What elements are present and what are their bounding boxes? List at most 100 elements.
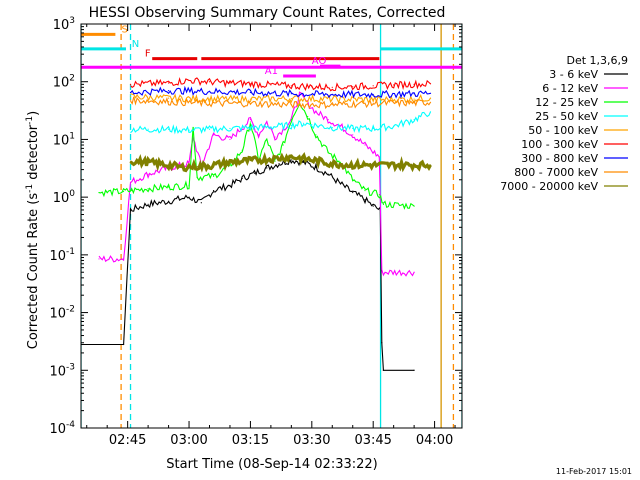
data-point-3-26	[382, 203, 385, 205]
series-line-4	[130, 111, 432, 135]
chart-title: HESSI Observing Summary Count Rates, Cor…	[89, 5, 446, 21]
data-point-2-4	[147, 173, 149, 175]
series-3	[98, 101, 415, 210]
data-point-7-3	[208, 90, 211, 92]
data-point-3-19	[307, 115, 309, 118]
y-label-sup-1: -1	[25, 184, 35, 193]
y-axis-label: Corrected Count Rate (s-1 detector-1)	[25, 111, 41, 349]
data-point-2-1	[98, 258, 100, 260]
data-point-1-25	[413, 369, 415, 371]
data-point-1-12	[266, 167, 268, 169]
data-point-1-13	[278, 163, 280, 165]
y-tick-label-6: 101	[53, 131, 75, 148]
y-tick-label-8: 103	[53, 16, 75, 33]
data-point-8-7	[372, 102, 374, 105]
data-point-1-10	[241, 177, 243, 180]
data-point-1-8	[212, 189, 215, 192]
y-tick-label-4: 10-1	[49, 247, 75, 264]
data-point-4-12	[331, 127, 333, 129]
series-line-1	[81, 158, 415, 371]
legend-label-7: 300 - 800 keV	[521, 152, 598, 165]
data-point-7-8	[413, 93, 415, 95]
data-point-8-2	[167, 101, 170, 103]
data-point-3-10	[229, 165, 231, 167]
data-point-9-15	[393, 164, 395, 166]
flag-label-6: A1	[265, 66, 278, 77]
data-point-3-9	[212, 175, 215, 177]
data-point-8-1	[129, 99, 132, 101]
data-point-3-3	[131, 189, 133, 192]
data-point-1-17	[327, 173, 329, 175]
data-point-1-6	[188, 196, 190, 198]
data-point-4-15	[393, 125, 395, 127]
y-tick-base: 10	[53, 76, 70, 91]
y-tick-base: 10	[53, 191, 70, 206]
data-point-9-10	[290, 156, 292, 158]
data-point-3-21	[327, 151, 329, 153]
data-point-2-12	[249, 119, 252, 121]
data-point-4-9	[290, 124, 292, 127]
data-point-6-7	[270, 84, 272, 86]
data-point-3-14	[266, 138, 268, 141]
series-line-6	[130, 77, 431, 92]
data-point-5-8	[413, 98, 415, 100]
data-point-6-10	[331, 86, 333, 88]
plot-area: SNF AO A1	[81, 24, 462, 428]
series-5	[129, 93, 432, 105]
data-point-2-23	[352, 134, 354, 136]
data-point-7-1	[129, 91, 132, 94]
data-point-5-9	[429, 97, 432, 99]
data-point-2-26	[381, 271, 383, 273]
y-tick-exp: -3	[66, 362, 75, 372]
data-point-5-5	[290, 97, 292, 100]
data-point-1-14	[290, 159, 292, 161]
data-point-8-6	[331, 104, 333, 106]
data-point-6-8	[290, 85, 292, 87]
series-1	[81, 158, 415, 371]
data-point-4-13	[352, 127, 354, 130]
data-point-2-22	[339, 125, 342, 127]
data-point-1-24	[382, 369, 385, 371]
data-point-9-6	[208, 165, 211, 167]
data-point-6-11	[352, 86, 354, 88]
data-point-7-5	[290, 93, 292, 95]
data-point-9-8	[249, 159, 252, 162]
data-point-9-4	[180, 166, 182, 168]
series-8	[129, 96, 432, 110]
y-tick-base: 10	[53, 18, 70, 33]
data-point-9-5	[196, 165, 198, 168]
data-point-2-10	[229, 138, 231, 141]
data-point-3-7	[192, 127, 194, 129]
flag-label-3: F	[145, 49, 151, 60]
data-point-5-2	[167, 97, 170, 99]
data-point-4-16	[413, 119, 415, 121]
y-tick-base: 10	[49, 249, 66, 264]
data-point-6-14	[413, 83, 415, 85]
data-point-9-7	[229, 161, 231, 163]
flag-label-2: N	[132, 39, 139, 50]
data-point-1-5	[167, 200, 170, 202]
y-label-part-2: detector	[26, 124, 41, 184]
legend-label-2: 6 - 12 keV	[542, 82, 598, 95]
data-point-9-9	[270, 158, 272, 160]
series-6	[129, 77, 432, 92]
y-label-part-3: )	[26, 111, 41, 116]
series-line-7	[130, 85, 431, 99]
data-point-3-16	[282, 144, 284, 146]
data-point-7-2	[167, 90, 170, 92]
data-point-9-1	[129, 160, 132, 162]
data-point-4-7	[249, 127, 252, 129]
data-point-1-7	[200, 202, 202, 204]
data-point-7-6	[331, 93, 333, 96]
y-tick-exp: -2	[66, 305, 75, 315]
x-tick-label-2: 03:00	[170, 433, 207, 448]
data-point-8-4	[249, 102, 252, 105]
data-point-3-8	[196, 176, 198, 178]
legend-label-6: 100 - 300 keV	[521, 138, 598, 151]
data-point-4-14	[372, 127, 374, 130]
flag-label-5: AO	[312, 56, 327, 67]
data-point-4-6	[229, 127, 231, 130]
data-point-1-21	[372, 205, 374, 207]
data-point-2-13	[258, 134, 260, 136]
